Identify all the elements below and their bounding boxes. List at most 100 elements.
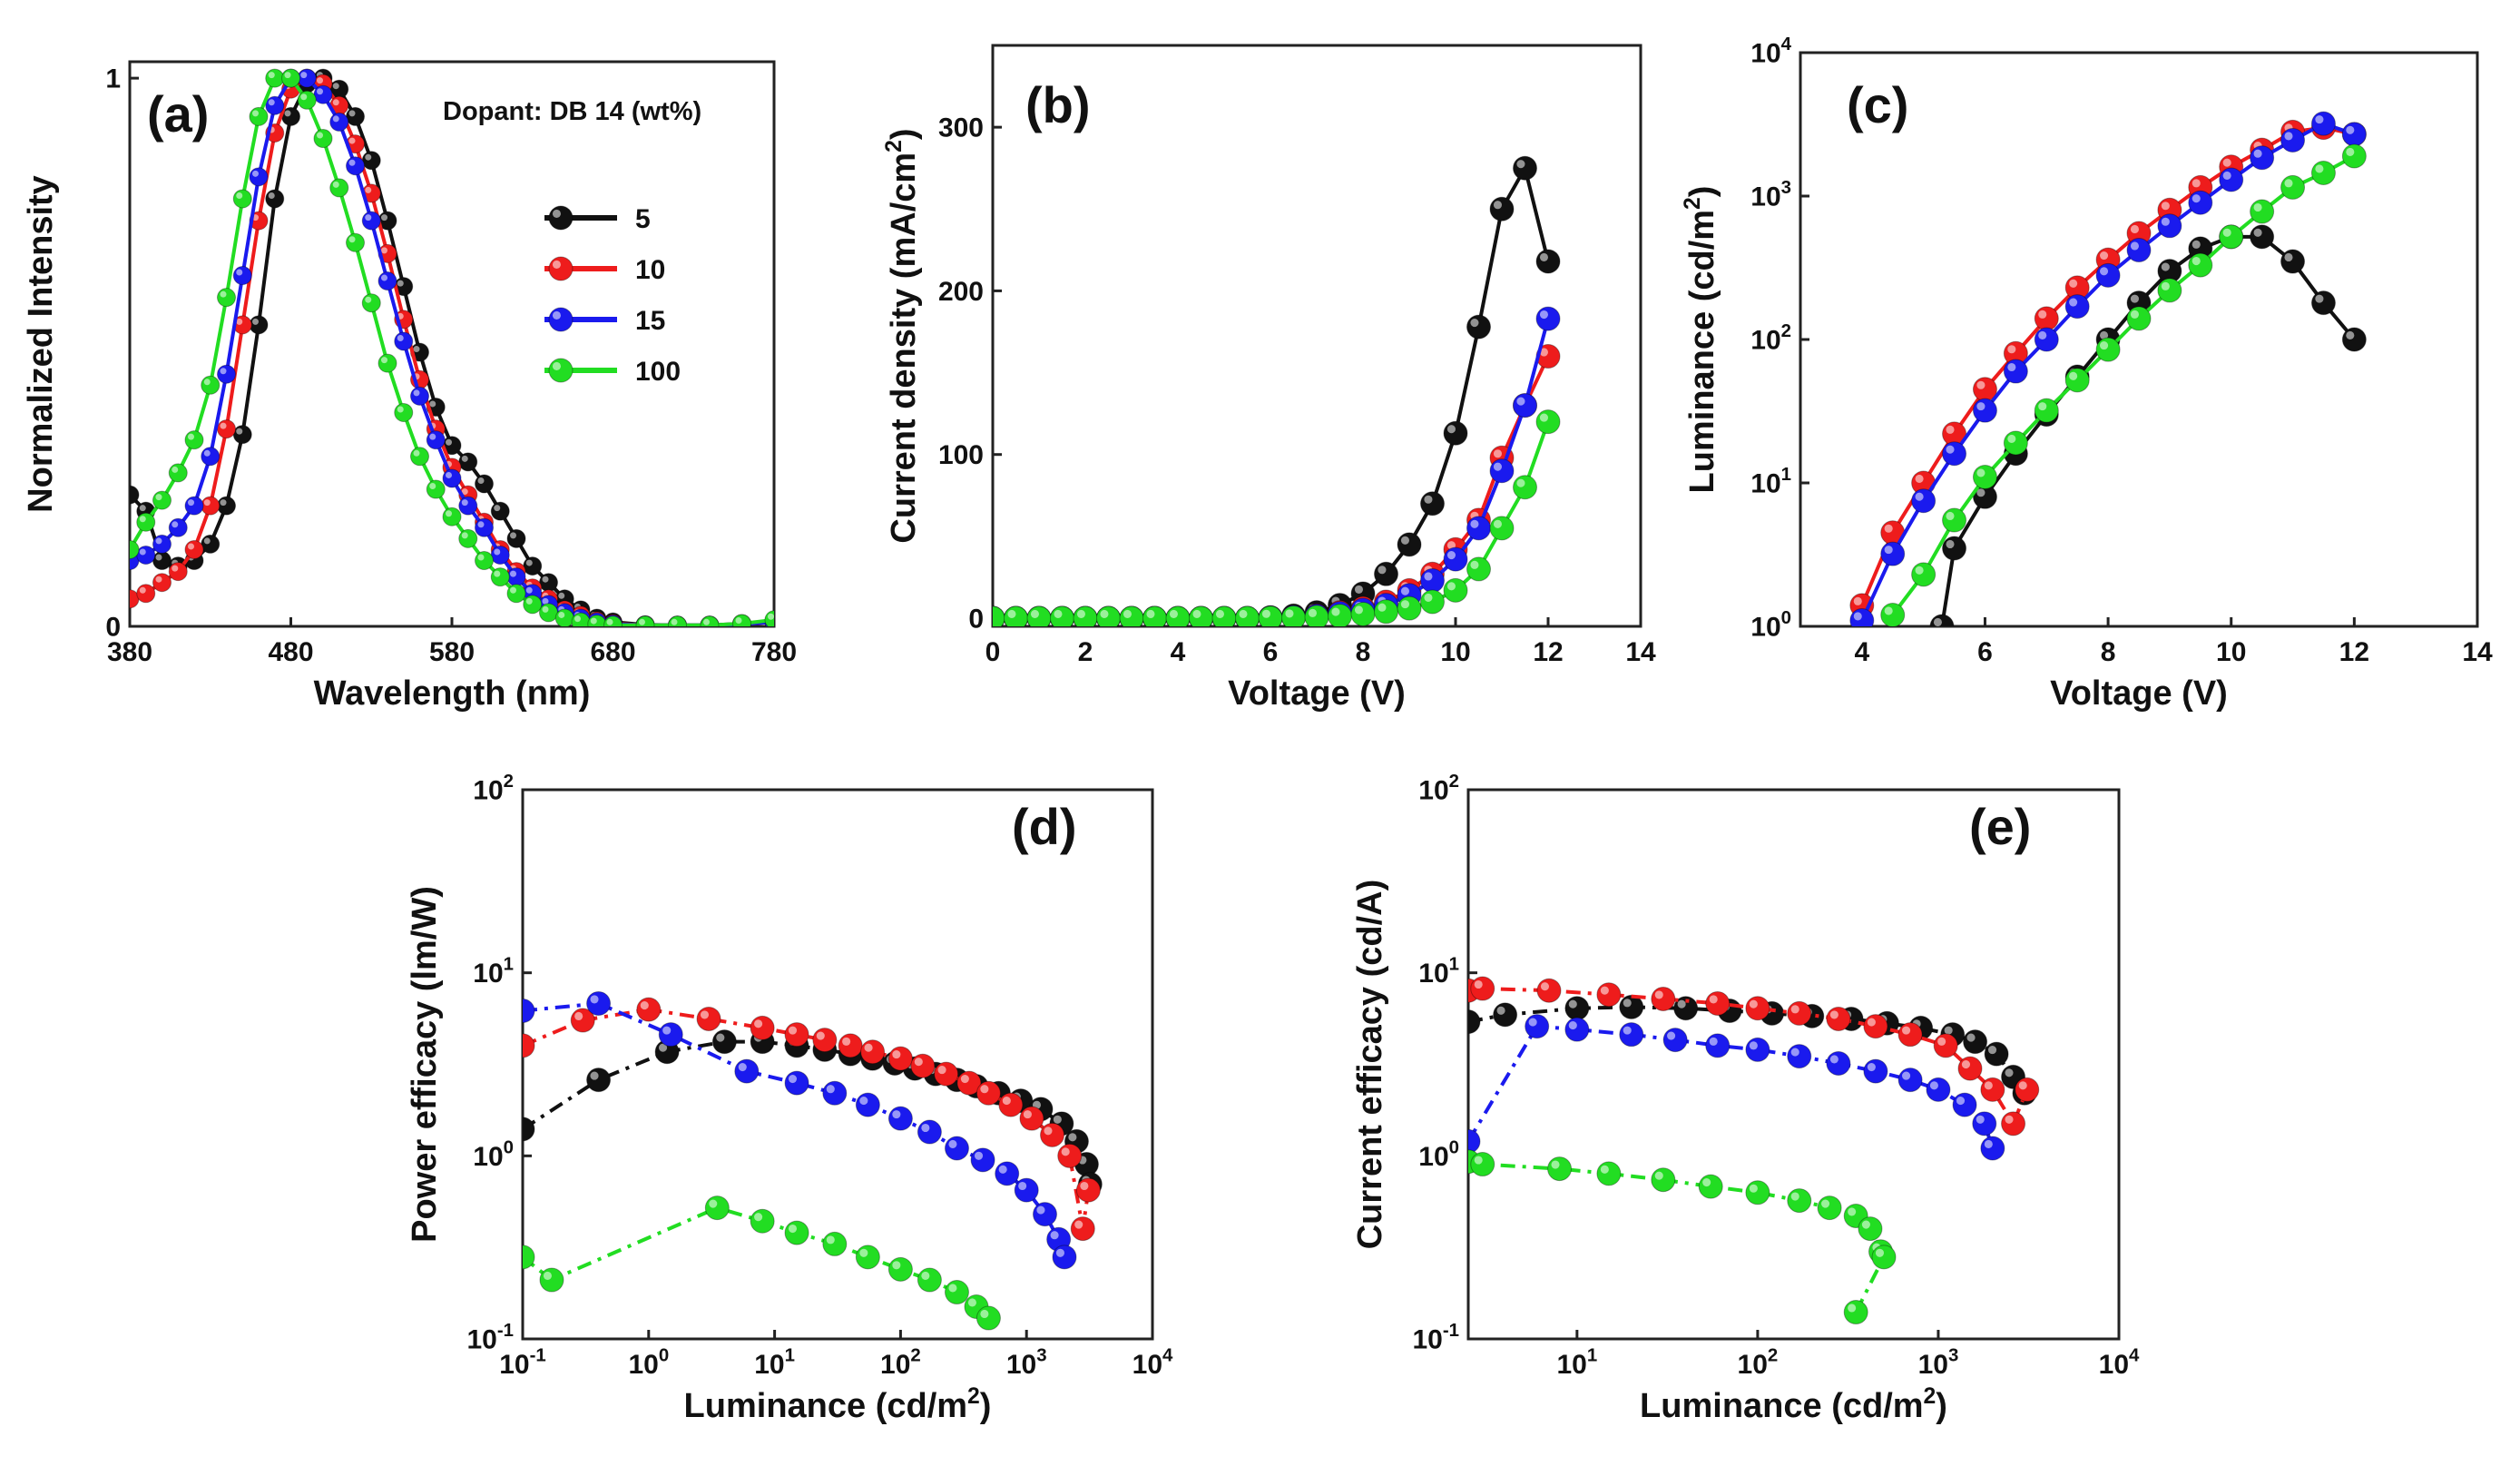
- data-point: [1513, 155, 1537, 181]
- series-15: [130, 68, 774, 626]
- data-point: [2157, 213, 2182, 239]
- series-10: [523, 997, 1101, 1242]
- data-point: [1849, 607, 1875, 626]
- x-tick-label: 10: [1440, 637, 1470, 667]
- y-tick-label: 100: [1750, 608, 1791, 643]
- data-point: [184, 496, 204, 516]
- data-point: [1489, 458, 1515, 484]
- data-point: [2310, 111, 2336, 136]
- x-tick-label: 101: [1556, 1346, 1597, 1381]
- data-point: [1871, 1245, 1897, 1270]
- data-point: [1374, 599, 1398, 625]
- data-point: [217, 419, 236, 439]
- data-point: [1075, 1177, 1101, 1203]
- x-tick-label: 102: [880, 1346, 921, 1381]
- data-point: [976, 1080, 1001, 1106]
- y-tick-label: 102: [473, 772, 514, 806]
- data-point: [523, 1033, 535, 1058]
- x-tick-label: 10-1: [499, 1346, 546, 1381]
- x-tick-label: 8: [1356, 637, 1371, 667]
- data-point: [934, 1061, 959, 1087]
- series-10: [1468, 976, 2040, 1136]
- panel-c: 4 6 8 10 12 14 100 101 102 103 104 Voltage (V) Lumin…: [1681, 34, 2493, 713]
- series-100: [130, 68, 774, 626]
- data-point: [490, 501, 510, 521]
- data-point: [1470, 976, 1495, 1001]
- data-point: [636, 997, 662, 1022]
- data-point: [700, 615, 720, 626]
- data-point: [136, 512, 156, 532]
- data-point: [130, 485, 140, 505]
- data-point: [329, 178, 349, 198]
- data-point: [2001, 1111, 2026, 1136]
- data-point: [2003, 359, 2028, 384]
- y-tick-label: 10-1: [1412, 1321, 1459, 1355]
- y-tick-label: 103: [1750, 178, 1791, 212]
- data-point: [201, 447, 221, 467]
- data-point: [570, 1008, 595, 1033]
- series-100: [993, 409, 1561, 626]
- data-point: [1972, 464, 1997, 489]
- data-point: [696, 1006, 721, 1031]
- data-point: [232, 315, 252, 335]
- data-point: [734, 1058, 760, 1084]
- panel-label: (b): [1025, 76, 1091, 133]
- data-point: [1466, 556, 1491, 582]
- data-point: [265, 189, 285, 209]
- panel-label: (a): [147, 85, 209, 143]
- data-point: [1651, 986, 1676, 1011]
- data-point: [1536, 978, 1562, 1003]
- x-tick-label: 10: [2216, 637, 2246, 667]
- y-tick-label: 100: [473, 1137, 514, 1172]
- data-point: [1897, 1068, 1923, 1093]
- data-point: [2341, 327, 2367, 352]
- series-line-10: [130, 75, 774, 626]
- data-point: [217, 288, 236, 308]
- data-point: [2280, 249, 2306, 274]
- data-point: [1466, 516, 1491, 541]
- data-point: [378, 353, 397, 373]
- data-point: [2034, 327, 2059, 352]
- data-point: [2250, 145, 2275, 171]
- data-point: [998, 1092, 1024, 1117]
- data-point: [822, 1231, 848, 1256]
- data-point: [1787, 1000, 1812, 1026]
- panel-b: 0 2 4 6 8 10 12 14 0 100 200 300 Voltage (V) Current …: [882, 44, 1656, 713]
- data-point: [1420, 589, 1445, 615]
- data-point: [539, 573, 558, 593]
- x-tick-label: 14: [2462, 637, 2493, 667]
- data-point: [506, 567, 526, 587]
- data-point: [1070, 1216, 1095, 1242]
- data-point: [1619, 994, 1644, 1019]
- data-point: [822, 1080, 848, 1106]
- x-tick-label: 480: [268, 637, 313, 667]
- data-point: [1142, 605, 1167, 626]
- x-tick-label: 102: [1738, 1346, 1779, 1381]
- x-tick-label: 6: [1263, 637, 1279, 667]
- x-tick-label: 680: [590, 637, 635, 667]
- data-point: [711, 1029, 737, 1055]
- series-line-100: [1468, 1159, 1887, 1313]
- data-point: [2250, 224, 2275, 250]
- data-point: [812, 1028, 838, 1053]
- data-point: [2157, 278, 2182, 303]
- y-tick-label: 10-1: [466, 1321, 514, 1355]
- data-point: [458, 528, 478, 548]
- data-point: [855, 1245, 880, 1270]
- x-tick-label: 103: [1918, 1346, 1959, 1381]
- data-point: [1911, 562, 1937, 587]
- x-tick-label: 4: [1171, 637, 1186, 667]
- data-point: [1880, 602, 1906, 626]
- data-point: [1397, 595, 1422, 621]
- data-point: [152, 573, 172, 593]
- legend-label: 15: [635, 306, 665, 336]
- x-axis-title: Voltage (V): [1228, 674, 1406, 713]
- x-axis-title: Luminance (cd/m2): [684, 1384, 992, 1425]
- legend-marker: [548, 205, 574, 231]
- data-point: [995, 1161, 1020, 1186]
- data-point: [458, 496, 478, 516]
- data-point: [265, 95, 285, 115]
- data-point: [1984, 1041, 2009, 1067]
- data-point: [1619, 1022, 1644, 1048]
- data-point: [2341, 122, 2367, 147]
